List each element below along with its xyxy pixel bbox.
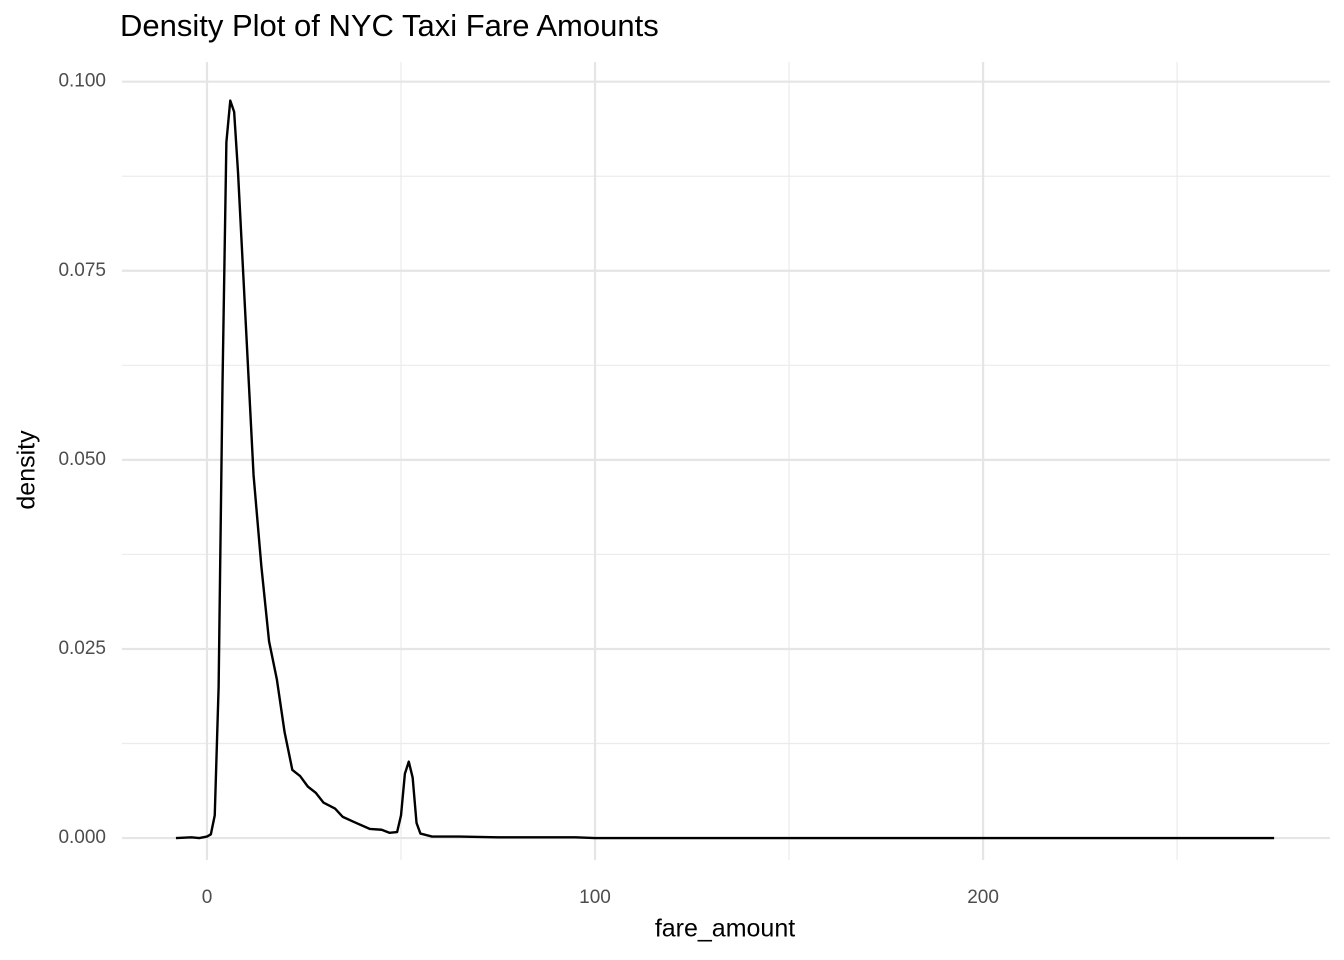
x-tick-label: 200 (967, 887, 999, 908)
y-tick-label: 0.075 (58, 260, 106, 281)
y-tick-label: 0.025 (58, 638, 106, 659)
y-tick-label: 0.050 (58, 449, 106, 470)
x-tick-label: 100 (579, 887, 611, 908)
x-axis-title: fare_amount (655, 915, 795, 943)
density-line (175, 99, 1275, 840)
y-axis-title: density (13, 430, 41, 510)
x-tick-label: 0 (202, 887, 213, 908)
chart-title: Density Plot of NYC Taxi Fare Amounts (120, 8, 659, 43)
y-tick-label: 0.000 (58, 827, 106, 848)
y-tick-label: 0.100 (58, 71, 106, 92)
